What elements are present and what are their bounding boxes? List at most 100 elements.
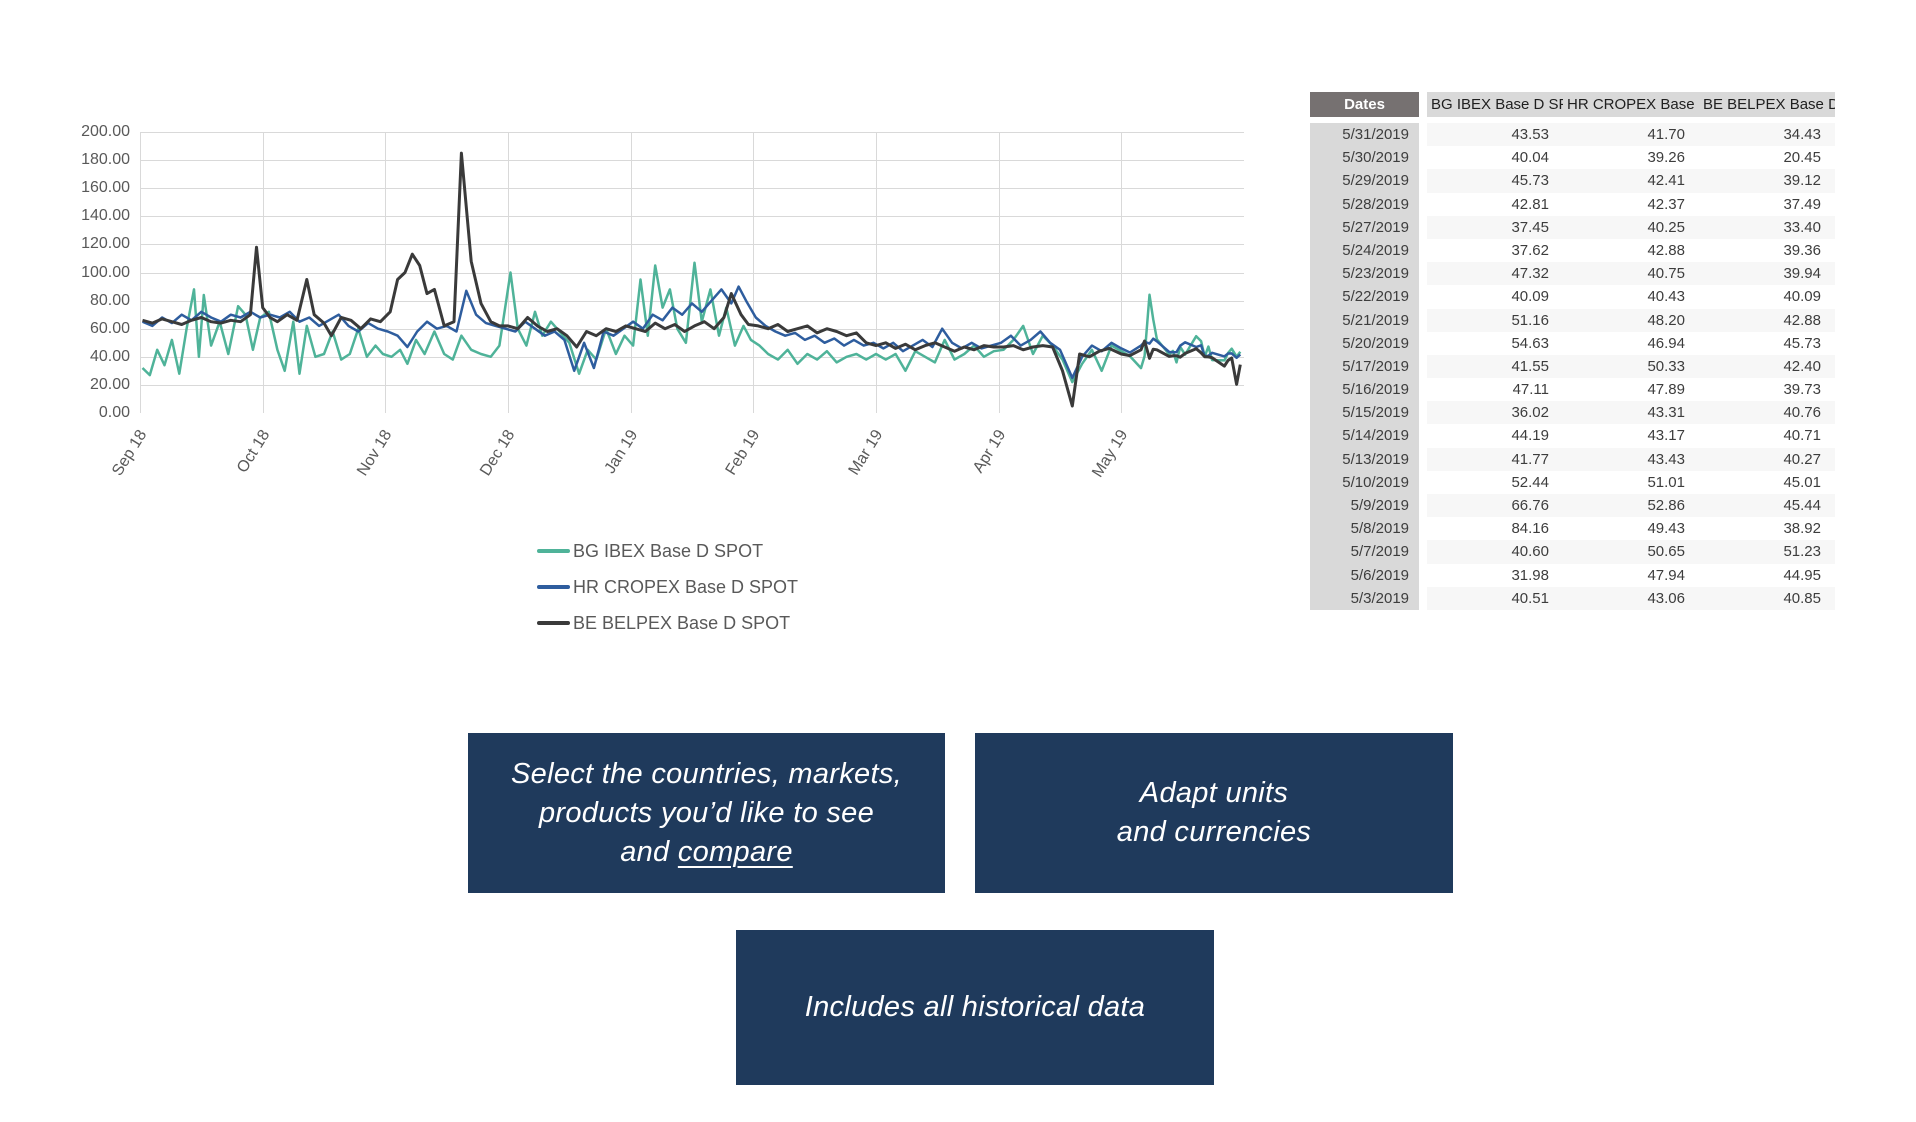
value-cell: 40.71 <box>1783 427 1821 445</box>
value-cell: 40.85 <box>1699 586 1835 610</box>
table-row: 5/13/2019 41.77 43.43 40.27 <box>1310 447 1835 471</box>
x-tick-label: Sep 18 <box>109 427 151 480</box>
value-cell: 39.36 <box>1783 241 1821 259</box>
column-gap <box>1419 239 1427 262</box>
callout-select-compare: Select the countries, markets, products … <box>468 733 945 893</box>
column-gap <box>1419 448 1427 471</box>
y-tick-label: 180.00 <box>81 151 130 169</box>
table-row: 5/30/2019 40.04 39.26 20.45 <box>1310 146 1835 170</box>
table-row: 5/31/2019 43.53 41.70 34.43 <box>1310 123 1835 147</box>
y-tick-label: 80.00 <box>89 291 130 309</box>
date-cell: 5/20/2019 <box>1310 331 1419 355</box>
legend-item: BE BELPEX Base D SPOT <box>537 612 798 634</box>
value-cell: 40.51 <box>1427 586 1563 610</box>
value-cell: 37.45 <box>1427 215 1563 239</box>
y-tick-label: 100.00 <box>81 263 130 281</box>
value-cell: 40.09 <box>1511 288 1549 306</box>
table-row: 5/24/2019 37.62 42.88 39.36 <box>1310 238 1835 263</box>
date-cell: 5/9/2019 <box>1310 494 1419 518</box>
date-cell: 5/7/2019 <box>1310 540 1419 564</box>
callout-text: and <box>620 835 678 868</box>
value-cell: 54.63 <box>1511 334 1549 352</box>
x-tick-label: May 19 <box>1089 427 1132 481</box>
date-cell: 5/27/2019 <box>1310 215 1419 239</box>
table-row: 5/6/2019 31.98 47.94 44.95 <box>1310 563 1835 587</box>
callout-line: products you’d like to see <box>538 796 875 829</box>
value-cell: 84.16 <box>1511 520 1549 538</box>
callout-line: and currencies <box>1116 816 1312 848</box>
date-cell: 5/8/2019 <box>1310 517 1419 541</box>
value-cell: 40.25 <box>1563 215 1699 239</box>
table-row: 5/9/2019 66.76 52.86 45.44 <box>1310 494 1835 518</box>
value-cell: 40.60 <box>1427 540 1563 564</box>
table-row: 5/7/2019 40.60 50.65 51.23 <box>1310 540 1835 564</box>
value-cell: 39.26 <box>1647 149 1685 167</box>
value-cell: 45.01 <box>1783 473 1821 491</box>
date-cell: 5/6/2019 <box>1310 563 1419 587</box>
value-cell: 41.55 <box>1427 354 1563 379</box>
column-gap <box>1419 262 1427 285</box>
table-row: 5/14/2019 44.19 43.17 40.71 <box>1310 424 1835 448</box>
date-cell: 5/17/2019 <box>1310 354 1419 379</box>
table-row: 5/28/2019 42.81 42.37 37.49 <box>1310 192 1835 216</box>
value-cell: 40.75 <box>1563 262 1699 286</box>
value-cell: 50.65 <box>1563 540 1699 564</box>
column-gap <box>1419 169 1427 192</box>
table-row: 5/8/2019 84.16 49.43 38.92 <box>1310 517 1835 541</box>
column-gap <box>1419 564 1427 587</box>
value-cell: 20.45 <box>1783 149 1821 167</box>
value-cell: 44.95 <box>1783 566 1821 584</box>
column-gap <box>1419 123 1427 146</box>
value-cell: 31.98 <box>1511 566 1549 584</box>
value-cell: 45.73 <box>1427 169 1563 193</box>
callout-line: and compare <box>620 833 793 872</box>
value-cell: 41.70 <box>1563 123 1699 147</box>
value-cell: 39.94 <box>1699 262 1835 286</box>
table-row: 5/10/2019 52.44 51.01 45.01 <box>1310 470 1835 494</box>
value-cell: 39.12 <box>1699 169 1835 193</box>
legend-label: HR CROPEX Base D SPOT <box>573 576 799 597</box>
table-row: 5/3/2019 40.51 43.06 40.85 <box>1310 586 1835 610</box>
column-gap <box>1419 517 1427 540</box>
date-cell: 5/28/2019 <box>1310 192 1419 216</box>
table-row: 5/23/2019 47.32 40.75 39.94 <box>1310 262 1835 286</box>
y-tick-label: 120.00 <box>81 235 130 253</box>
value-cell: 40.76 <box>1699 401 1835 425</box>
chart-legend: BG IBEX Base D SPOT HR CROPEX Base D SPOT… <box>537 540 798 648</box>
table-row: 5/22/2019 40.09 40.43 40.09 <box>1310 285 1835 309</box>
x-tick-label: Mar 19 <box>845 427 887 479</box>
table-row: 5/21/2019 51.16 48.20 42.88 <box>1310 308 1835 332</box>
legend-item: BG IBEX Base D SPOT <box>537 540 798 562</box>
value-cell: 42.88 <box>1647 241 1685 259</box>
legend-label: BE BELPEX Base D SPOT <box>573 612 791 633</box>
chart-plot-area <box>140 132 1244 413</box>
legend-label: BG IBEX Base D SPOT <box>573 540 764 561</box>
column-gap <box>1419 332 1427 355</box>
value-cell: 50.33 <box>1563 354 1699 379</box>
callout-historical-data: Includes all historical data <box>736 930 1214 1085</box>
value-cell: 45.73 <box>1783 334 1821 352</box>
column-gap <box>1419 355 1427 378</box>
value-cell: 44.19 <box>1511 427 1549 445</box>
date-cell: 5/16/2019 <box>1310 378 1419 402</box>
column-gap <box>1419 401 1427 424</box>
date-cell: 5/24/2019 <box>1310 238 1419 263</box>
value-cell: 47.94 <box>1647 566 1685 584</box>
table-body: 5/31/2019 43.53 41.70 34.43 5/30/2019 40.04 39… <box>1310 123 1835 610</box>
date-cell: 5/31/2019 <box>1310 123 1419 147</box>
x-tick-label: Jan 19 <box>601 427 642 477</box>
column-gap <box>1419 146 1427 169</box>
callout-line: Adapt units <box>1139 777 1289 809</box>
value-cell: 42.37 <box>1647 195 1685 213</box>
date-cell: 5/14/2019 <box>1310 424 1419 448</box>
column-gap <box>1419 309 1427 332</box>
legend-line-swatch <box>537 621 570 625</box>
callout-line: Select the countries, markets, <box>511 757 902 790</box>
date-cell: 5/30/2019 <box>1310 146 1419 170</box>
callout-adapt-units: Adapt units and currencies <box>975 733 1453 893</box>
value-cell: 52.44 <box>1511 473 1549 491</box>
column-gap <box>1419 193 1427 216</box>
value-cell: 51.23 <box>1699 540 1835 564</box>
